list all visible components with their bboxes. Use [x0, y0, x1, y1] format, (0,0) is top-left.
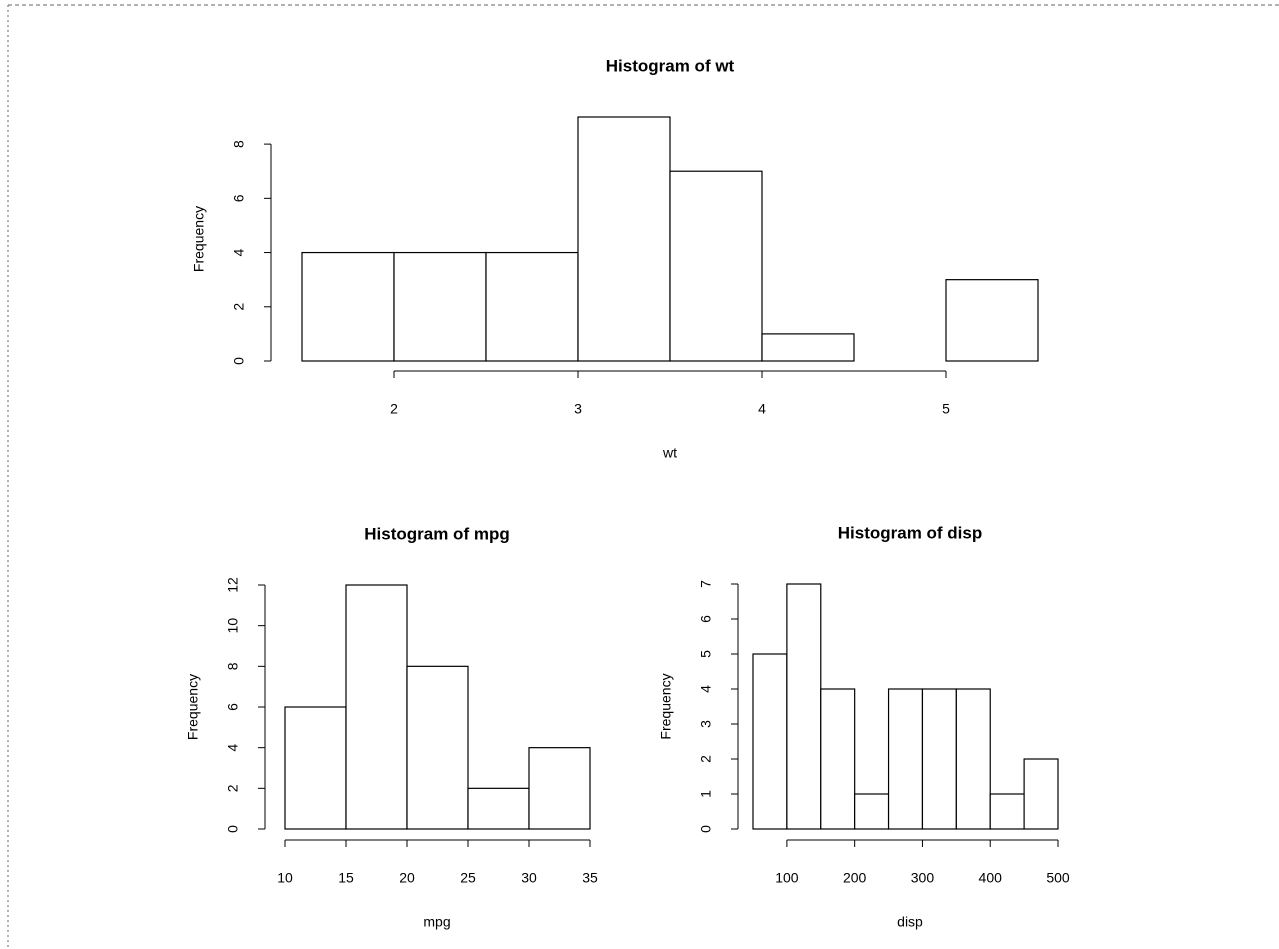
- y-tick-label: 2: [231, 303, 247, 311]
- y-tick-label: 12: [225, 577, 241, 593]
- bar: [921, 688, 957, 830]
- x-tick-label: 15: [338, 870, 354, 886]
- y-tick-label: 2: [225, 784, 241, 792]
- x-tick-label: 5: [942, 401, 950, 417]
- bar: [485, 251, 579, 362]
- x-tick-label: 400: [979, 870, 1003, 886]
- y-tick-label: 8: [231, 140, 247, 148]
- y-axis-label: Frequency: [658, 673, 674, 739]
- y-tick-label: 2: [698, 755, 714, 763]
- bar: [284, 706, 347, 830]
- y-tick-label: 0: [225, 825, 241, 833]
- chart-title: Histogram of wt: [606, 56, 735, 75]
- x-tick-label: 20: [399, 870, 415, 886]
- bar: [1023, 758, 1059, 830]
- bar: [786, 583, 822, 830]
- x-tick-label: 25: [460, 870, 476, 886]
- bar: [887, 688, 924, 830]
- x-axis-label: mpg: [423, 914, 450, 930]
- y-tick-label: 5: [698, 650, 714, 658]
- x-tick-label: 500: [1046, 870, 1070, 886]
- y-tick-label: 6: [698, 615, 714, 623]
- y-tick-label: 1: [698, 790, 714, 798]
- y-tick-label: 0: [698, 825, 714, 833]
- y-tick-label: 6: [225, 703, 241, 711]
- bar: [577, 116, 671, 362]
- bar: [528, 747, 591, 830]
- bar: [989, 793, 1025, 830]
- bar: [406, 665, 469, 830]
- y-tick-label: 0: [231, 357, 247, 365]
- x-axis-label: disp: [897, 914, 923, 930]
- bar: [669, 170, 763, 362]
- chart-title: Histogram of disp: [838, 523, 983, 542]
- x-tick-label: 3: [574, 401, 582, 417]
- bar: [752, 653, 788, 830]
- bar: [945, 279, 1039, 362]
- bar: [820, 688, 856, 830]
- bar: [955, 688, 991, 830]
- bar: [467, 787, 530, 830]
- x-tick-label: 2: [390, 401, 398, 417]
- y-tick-label: 3: [698, 720, 714, 728]
- y-tick-label: 10: [225, 618, 241, 634]
- y-tick-label: 4: [225, 744, 241, 752]
- x-tick-label: 35: [582, 870, 598, 886]
- chart-title: Histogram of mpg: [364, 524, 509, 543]
- y-tick-label: 4: [231, 248, 247, 256]
- bar: [854, 793, 890, 830]
- x-tick-label: 4: [758, 401, 766, 417]
- x-tick-label: 30: [521, 870, 537, 886]
- bar: [761, 333, 855, 362]
- x-axis-label: wt: [662, 445, 677, 461]
- x-tick-label: 10: [277, 870, 293, 886]
- y-tick-label: 7: [698, 580, 714, 588]
- bar: [301, 251, 395, 362]
- y-axis-label: Frequency: [185, 674, 201, 740]
- x-tick-label: 200: [843, 870, 867, 886]
- x-tick-label: 100: [775, 870, 799, 886]
- y-tick-label: 4: [698, 685, 714, 693]
- x-tick-label: 300: [911, 870, 935, 886]
- bar: [393, 251, 487, 362]
- bar: [345, 584, 408, 830]
- y-axis-label: Frequency: [191, 206, 207, 272]
- y-tick-label: 8: [225, 662, 241, 670]
- y-tick-label: 6: [231, 194, 247, 202]
